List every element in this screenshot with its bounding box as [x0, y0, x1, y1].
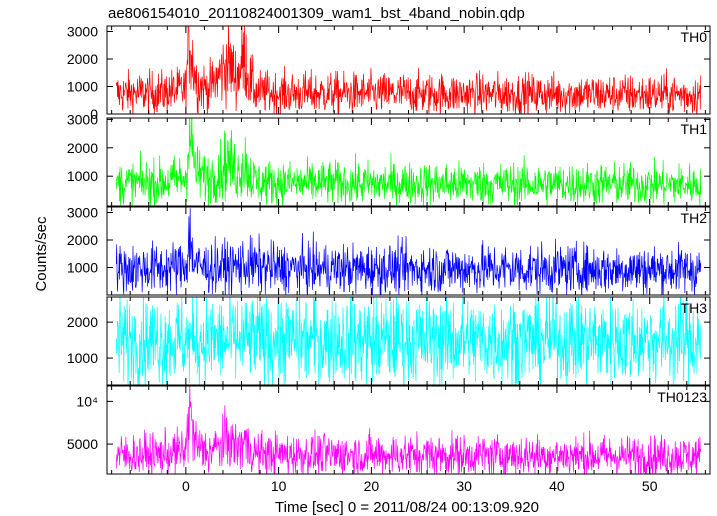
x-tick-label: 30: [456, 478, 472, 494]
panel-th0123: 5000 10⁴ TH0123: [67, 385, 711, 475]
series-label: TH0123: [657, 389, 707, 405]
panel-th0: 0 1000 2000 3000 TH0: [67, 24, 711, 122]
y-tick-label: 10⁴: [76, 393, 98, 409]
panel-th1: 1000 2000 3000 TH1: [67, 111, 711, 207]
y-tick-label: 3000: [67, 205, 98, 221]
panels: 0 1000 2000 3000 TH0 1000 2000 3000 TH1 1000 2000 3…: [67, 24, 711, 494]
panel-th2: 1000 2000 3000 TH2: [67, 205, 711, 296]
chart-title: ae806154010_20110824001309_wam1_bst_4ban…: [108, 5, 525, 22]
y-tick-label: 1000: [67, 79, 98, 95]
series-label: TH3: [681, 300, 708, 316]
y-tick-label: 1000: [67, 168, 98, 184]
light-curve-th1: [115, 118, 702, 206]
series-label: TH2: [681, 210, 708, 226]
y-axis-label: Counts/sec: [33, 216, 50, 292]
y-tick-label: 3000: [67, 24, 98, 40]
y-tick-label: 2000: [67, 51, 98, 67]
series-label: TH0: [681, 29, 708, 45]
y-tick-label: 2000: [67, 140, 98, 156]
light-curve-th0123: [115, 386, 702, 474]
light-curve-th2: [115, 208, 702, 295]
x-tick-label: 50: [642, 478, 658, 494]
panel-th3: 1000 2000 TH3: [67, 296, 711, 386]
y-tick-label: 2000: [67, 232, 98, 248]
light-curve-th3: [115, 297, 702, 385]
y-tick-label: 2000: [67, 314, 98, 330]
x-tick-label: 40: [549, 478, 565, 494]
x-axis-label: Time [sec] 0 = 2011/08/24 00:13:09.920: [275, 499, 539, 516]
x-tick-label: 0: [182, 478, 190, 494]
y-tick-label: 0: [90, 106, 98, 122]
x-tick-label: 10: [271, 478, 287, 494]
y-tick-label: 5000: [67, 436, 98, 452]
light-curve-th0: [115, 26, 702, 114]
y-tick-label: 1000: [67, 260, 98, 276]
x-tick-label: 20: [364, 478, 380, 494]
y-tick-label: 3000: [67, 111, 98, 127]
series-label: TH1: [681, 121, 708, 137]
y-tick-label: 1000: [67, 350, 98, 366]
